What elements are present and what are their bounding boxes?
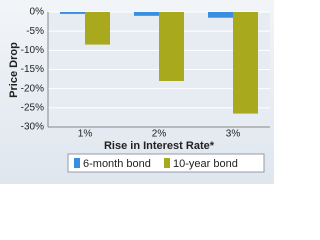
bar [134, 12, 159, 16]
bar [233, 12, 258, 114]
y-tick-label: -25% [21, 102, 44, 113]
y-tick-label: 0% [30, 7, 45, 18]
x-tick-label: 2% [152, 129, 167, 140]
y-tick-label: -5% [26, 26, 44, 37]
x-axis-title: Rise in Interest Rate* [104, 140, 215, 152]
legend-label: 6-month bond [83, 158, 151, 170]
y-axis-title: Price Drop [8, 42, 20, 98]
y-tick-label: -15% [21, 64, 44, 75]
legend-swatch [164, 158, 170, 168]
y-tick-label: -20% [21, 83, 44, 94]
bar [85, 12, 110, 45]
x-tick-label: 1% [78, 129, 93, 140]
y-tick-label: -10% [21, 45, 44, 56]
legend-label: 10-year bond [173, 158, 238, 170]
bar [60, 12, 85, 14]
y-tick-label: -30% [21, 122, 44, 133]
legend-swatch [74, 158, 80, 168]
x-tick-label: 3% [226, 129, 241, 140]
chart: Price Drop Rise in Interest Rate* 0% -5% -… [0, 0, 274, 184]
bar [159, 12, 184, 81]
bar [208, 12, 233, 18]
